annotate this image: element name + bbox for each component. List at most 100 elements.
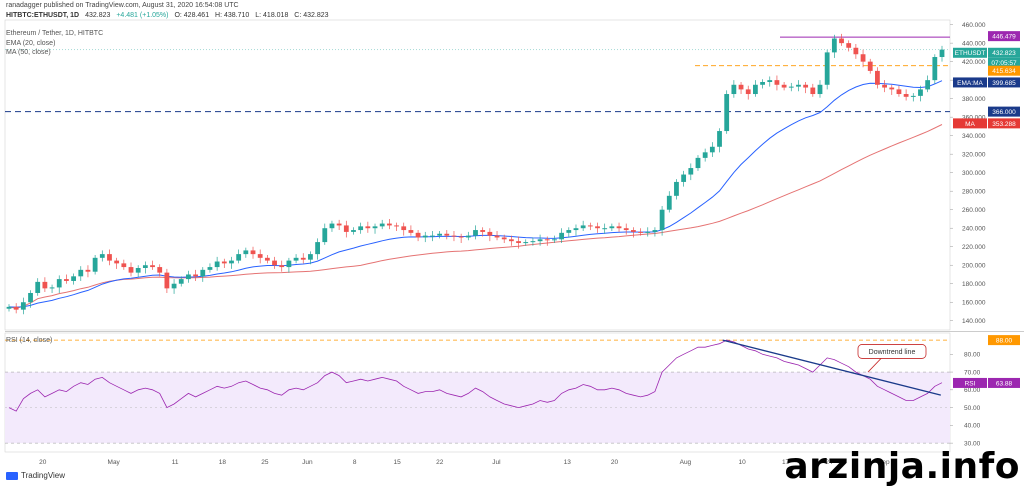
low-value: L: 418.018 [255,12,289,19]
candle-body [214,261,220,268]
candle-body [430,235,435,237]
level-tag-ma-bg [988,118,1020,129]
candle-body [293,257,299,261]
candle-body [702,152,708,158]
candle-body [56,279,62,288]
candle-body [35,281,41,293]
candle-body [164,272,170,289]
candle-body [322,228,328,243]
candle-body [918,89,923,96]
candle-body [602,228,608,230]
candle-body [78,269,84,277]
candle-body [573,228,579,231]
candle-body [358,226,364,231]
candle-body [99,254,105,258]
candle-body [738,84,744,90]
candle-body [853,47,859,55]
rsi-tick-label: 50.00 [964,405,981,412]
x-tick-label: 24 [825,459,833,466]
level-tag-366-bg [988,106,1020,117]
candle-body [186,274,191,280]
rsi-band [5,372,950,444]
rsi-legend: RSI (14, close) [6,337,53,344]
candle-body [49,287,55,289]
candle-body [365,226,371,229]
level-tag-446: 446.479 [992,34,1016,41]
candle-body [688,168,694,175]
candle-body [623,228,629,231]
candle-body [638,231,643,233]
price-tick-label: 240.000 [962,226,986,233]
candle-body [731,84,737,95]
candle-body [566,230,572,233]
candle-body [552,239,557,241]
ma50-line [8,124,943,309]
candle-body [221,261,227,264]
countdown-tag-bg [988,57,1020,68]
price-tick-label: 460.000 [962,22,986,29]
candle-body [401,226,407,231]
level-tag-ema: 399.685 [992,80,1016,87]
candle-body [867,61,873,71]
candle-body [128,267,134,273]
candle-body [925,80,931,90]
candle-body [544,239,550,241]
level-tag-415: 415.634 [992,68,1016,75]
ema-legend: EMA (20, close) [6,40,56,47]
rsi-88-tag-bg [988,335,1020,346]
candle-body [42,281,48,289]
level-tag-446-bg [988,31,1020,42]
countdown-tag: 07:05:57 [991,60,1017,67]
candle-body [760,82,765,85]
price-tick-label: 220.000 [962,244,986,251]
ticker-symbol: HITBTC:ETHUSDT, 1D [6,12,80,19]
x-tick-label: Jul [492,459,501,466]
callout-text: Downtrend line [869,349,916,356]
candle-body [437,233,443,236]
price-tick-label: 140.000 [962,318,986,325]
candle-body [896,89,902,95]
candle-body [272,260,277,266]
candle-body [236,254,242,261]
price-tick-label: 320.000 [962,151,986,158]
candle-body [695,157,701,169]
candle-body [444,233,450,236]
candle-body [753,84,758,95]
candle-body [279,265,285,268]
candle-body [336,223,342,226]
candle-body [6,306,12,309]
price-pane [4,19,951,331]
candle-body [308,254,313,260]
rsi-name-tag-bg [953,377,987,388]
high-value: H: 438.710 [215,12,250,19]
tradingview-icon [6,471,18,480]
candle-body [71,276,76,281]
candle-body [114,260,120,264]
candle-body [28,292,33,303]
candle-body [559,232,565,240]
watermark: arzinja.info [784,446,1020,487]
price-tick-label: 160.000 [962,300,986,307]
price-tick-label: 440.000 [962,40,986,47]
ticker-line: HITBTC:ETHUSDT, 1D 432.823 +4.481 (+1.05… [6,12,329,19]
price-change: +4.481 (+1.05%) [116,12,169,19]
level-tag-ma: 353.288 [992,121,1016,128]
x-tick-label: 20 [611,459,619,466]
candle-body [910,95,916,97]
ma-tag: MA [965,121,975,128]
candle-body [796,84,801,87]
candle-body [537,239,543,242]
candle-body [810,87,816,95]
candle-body [630,230,636,232]
candle-body [250,250,256,255]
candle-body [652,230,658,232]
ema-ma-tag-bg [953,77,987,88]
candle-body [817,84,823,95]
last-price: 432.823 [85,12,111,19]
candle-body [351,230,356,232]
candle-body [674,181,679,196]
candle-body [200,269,206,277]
candle-body [286,260,292,268]
candle-body [860,54,866,62]
